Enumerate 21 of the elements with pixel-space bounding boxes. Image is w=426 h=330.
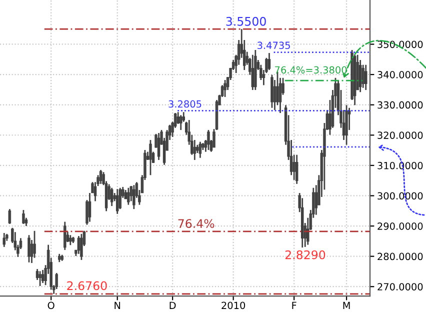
x-tick-label: D <box>170 302 176 309</box>
annotation: 3.5500 <box>226 16 266 26</box>
x-tick-label: 2010 <box>222 302 246 310</box>
x-tick-label: O <box>48 302 54 310</box>
annotation: 2.8290 <box>285 250 326 260</box>
x-tick-label: M <box>343 302 350 309</box>
y-tick-label: 280.0000 <box>378 252 423 260</box>
annotation: 76.4% <box>178 219 214 228</box>
y-tick-label: 320.0000 <box>378 132 423 139</box>
y-tick-label: 270.0000 <box>378 283 423 290</box>
annotation: 2.6760 <box>67 281 107 290</box>
x-tick-label: F <box>292 302 296 309</box>
y-tick-label: 340.0000 <box>378 71 423 78</box>
y-tick-label: 290.0000 <box>378 222 423 230</box>
y-tick-label: 330.0000 <box>378 101 423 109</box>
annotation: 3.2805 <box>168 100 202 108</box>
annotation: 3.4735 <box>258 42 290 50</box>
x-tick-label: N <box>114 302 120 309</box>
annotation: 76.4%=3.3800 <box>275 66 347 74</box>
y-tick-label: 310.0000 <box>378 162 423 170</box>
y-tick-label: 300.0000 <box>378 192 423 200</box>
